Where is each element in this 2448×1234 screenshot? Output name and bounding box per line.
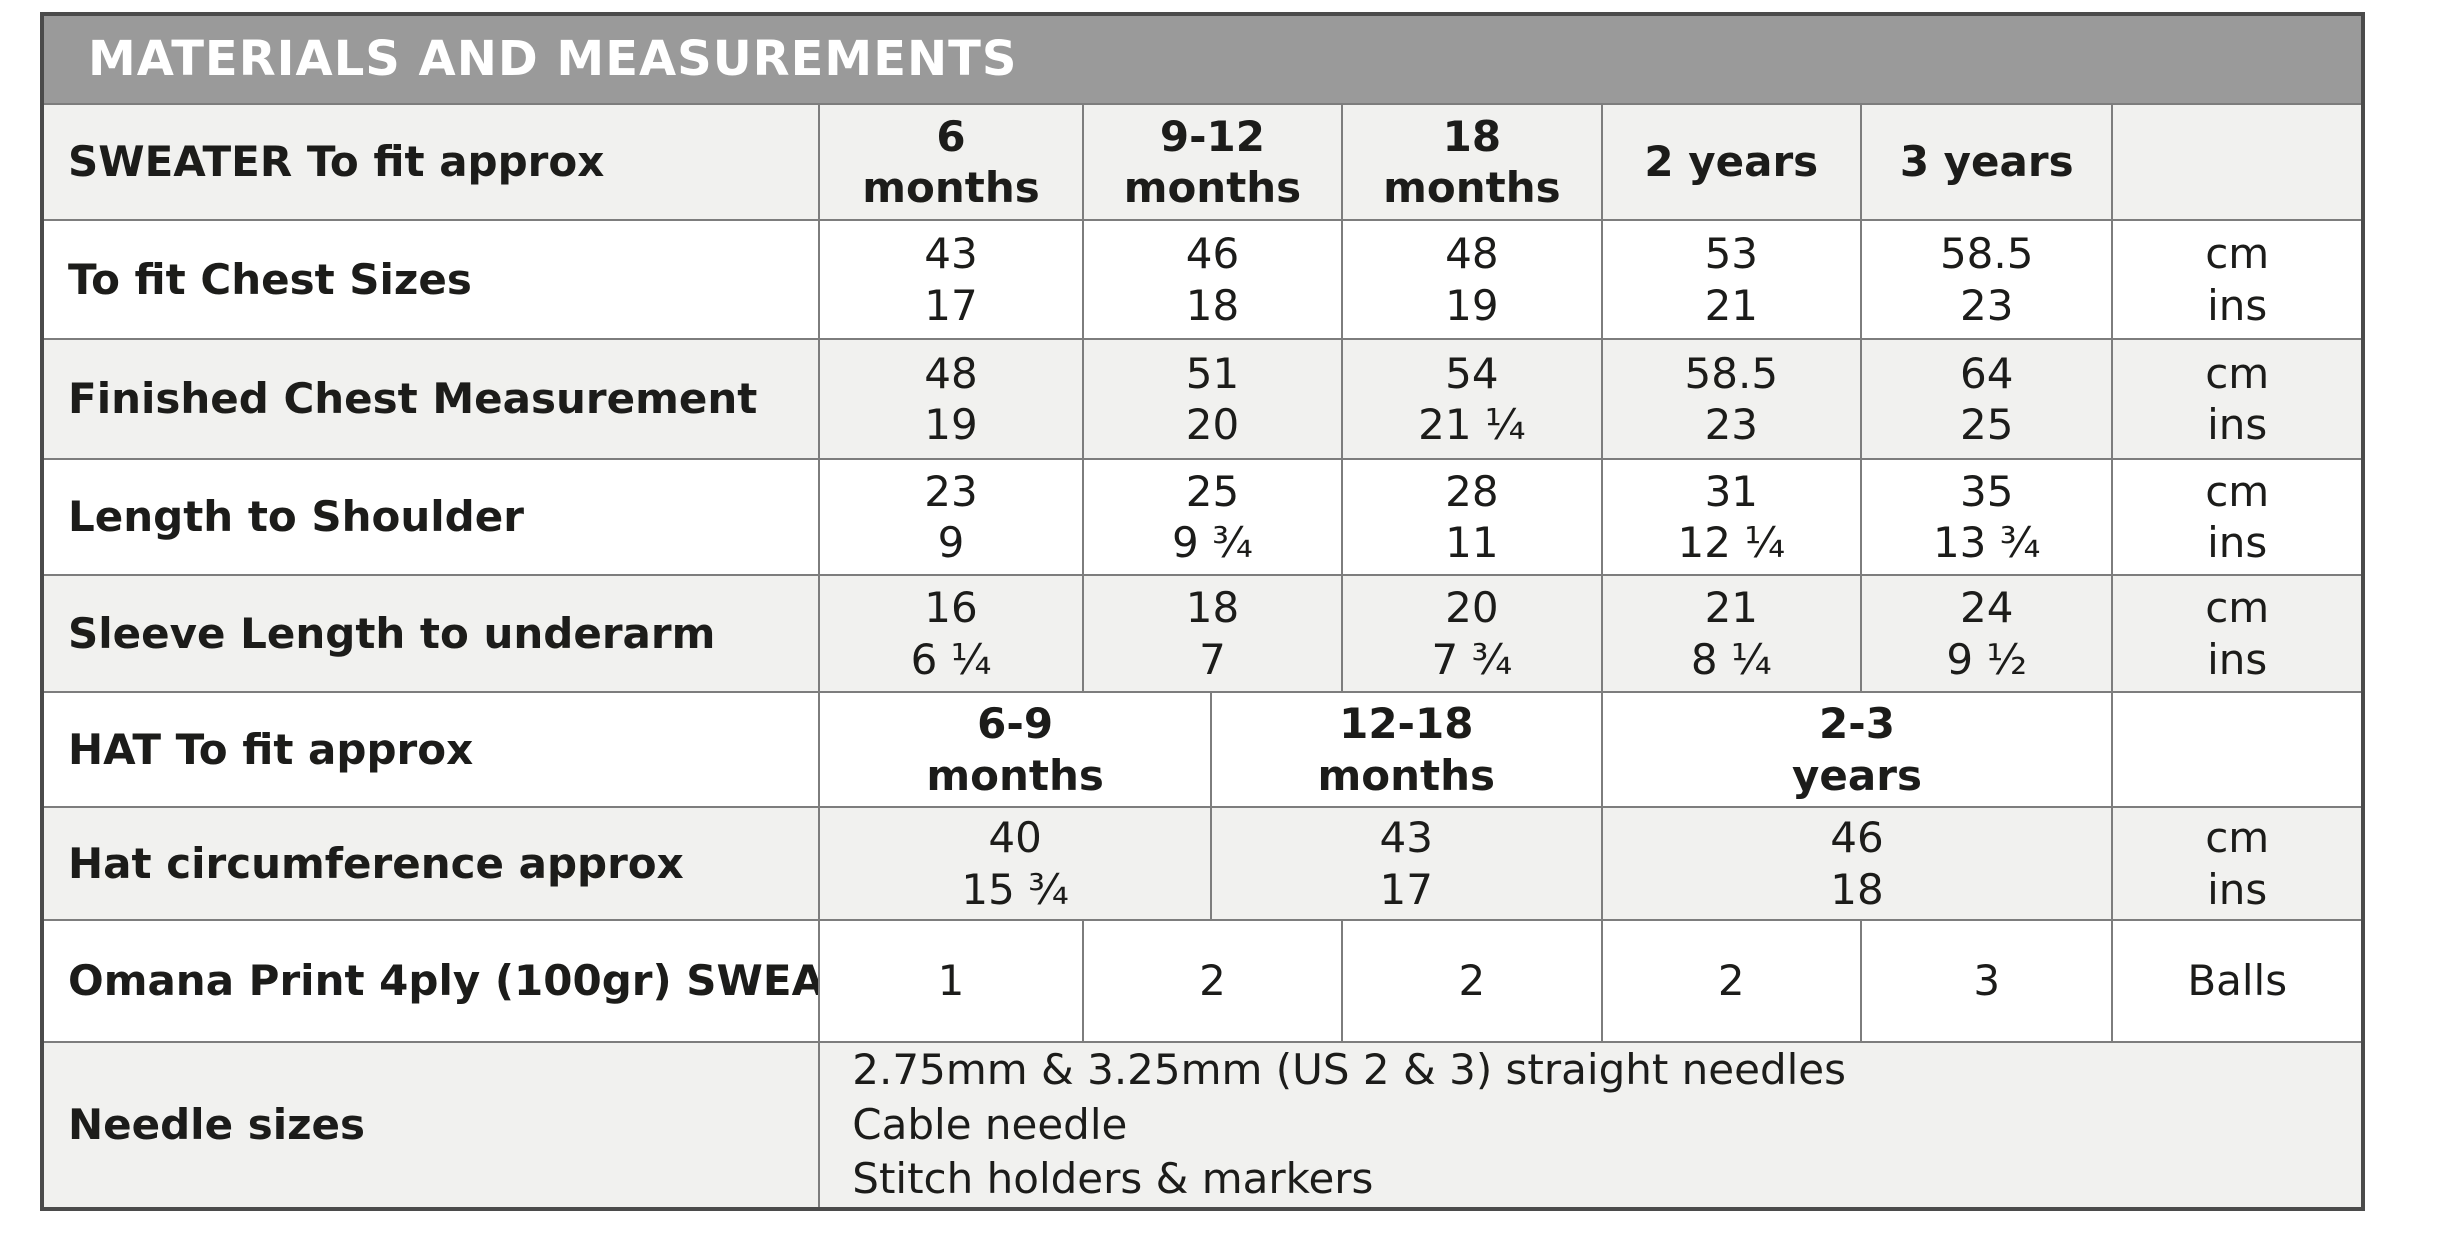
table-row-sleeve-length: Sleeve Length to underarm 16 6 ¼ 18 7 20… <box>40 574 2364 693</box>
value-cell: 64 25 <box>1859 338 2114 460</box>
hat-size-header-2-3-years: 2-3 years <box>1600 691 2114 808</box>
value-cell: 16 6 ¼ <box>818 574 1084 693</box>
value-cell: 46 18 <box>1081 219 1344 340</box>
row-label: Hat circumference approx <box>40 806 821 921</box>
balls-cell: 3 <box>1859 919 2114 1043</box>
size-header-2-years: 2 years <box>1600 103 1863 221</box>
sweater-header-row: SWEATER To fit approx 6 months 9-12 mont… <box>40 103 2364 221</box>
table-row-chest-sizes: To fit Chest Sizes 43 17 46 18 48 19 53 … <box>40 219 2364 340</box>
size-header-6-months: 6 months <box>818 103 1084 221</box>
value-cell: 24 9 ½ <box>1859 574 2114 693</box>
balls-cell: 2 <box>1341 919 1603 1043</box>
value-cell: 48 19 <box>818 338 1084 460</box>
balls-cell: 2 <box>1600 919 1863 1043</box>
unit-cell: cm ins <box>2111 219 2364 340</box>
value-cell: 28 11 <box>1341 458 1603 576</box>
row-label: Sleeve Length to underarm <box>40 574 821 693</box>
table-row-yarn-balls: Omana Print 4ply (100gr) SWEATER & HAT 1… <box>40 919 2364 1043</box>
unit-cell: cm ins <box>2111 338 2364 460</box>
materials-measurements-table: MATERIALS AND MEASUREMENTS SWEATER To fi… <box>40 12 2365 1211</box>
balls-cell: 2 <box>1081 919 1344 1043</box>
unit-cell: cm ins <box>2111 458 2364 576</box>
needles-details: 2.75mm & 3.25mm (US 2 & 3) straight need… <box>818 1041 2364 1210</box>
hat-size-header-12-18-months: 12-18 months <box>1209 691 1603 808</box>
balls-cell: 1 <box>818 919 1084 1043</box>
value-cell: 54 21 ¼ <box>1341 338 1603 460</box>
unit-cell-empty <box>2111 103 2364 221</box>
hat-header-label: HAT To fit approx <box>40 691 821 808</box>
value-cell: 51 20 <box>1081 338 1344 460</box>
table-row-finished-chest: Finished Chest Measurement 48 19 51 20 5… <box>40 338 2364 460</box>
value-cell: 40 15 ¾ <box>818 806 1212 921</box>
row-label: To fit Chest Sizes <box>40 219 821 340</box>
size-header-9-12-months: 9-12 months <box>1081 103 1344 221</box>
row-label: Length to Shoulder <box>40 458 821 576</box>
size-header-18-months: 18 months <box>1341 103 1603 221</box>
hat-size-header-6-9-months: 6-9 months <box>818 691 1212 808</box>
value-cell: 43 17 <box>1209 806 1603 921</box>
value-cell: 21 8 ¼ <box>1600 574 1863 693</box>
unit-cell: cm ins <box>2111 574 2364 693</box>
hat-header-row: HAT To fit approx 6-9 months 12-18 month… <box>40 691 2364 808</box>
value-cell: 31 12 ¼ <box>1600 458 1863 576</box>
value-cell: 25 9 ¾ <box>1081 458 1344 576</box>
value-cell: 58.5 23 <box>1600 338 1863 460</box>
sweater-header-label: SWEATER To fit approx <box>40 103 821 221</box>
value-cell: 43 17 <box>818 219 1084 340</box>
value-cell: 35 13 ¾ <box>1859 458 2114 576</box>
value-cell: 23 9 <box>818 458 1084 576</box>
unit-cell-empty <box>2111 691 2364 808</box>
table-row-length-shoulder: Length to Shoulder 23 9 25 9 ¾ 28 11 31 … <box>40 458 2364 576</box>
table-row-needle-sizes: Needle sizes 2.75mm & 3.25mm (US 2 & 3) … <box>40 1041 2364 1210</box>
value-cell: 46 18 <box>1600 806 2114 921</box>
value-cell: 58.5 23 <box>1859 219 2114 340</box>
balls-unit-cell: Balls <box>2111 919 2364 1043</box>
value-cell: 18 7 <box>1081 574 1344 693</box>
row-label: Finished Chest Measurement <box>40 338 821 460</box>
unit-cell: cm ins <box>2111 806 2364 921</box>
value-cell: 48 19 <box>1341 219 1603 340</box>
title-band-row: MATERIALS AND MEASUREMENTS <box>41 13 2364 105</box>
table-title: MATERIALS AND MEASUREMENTS <box>41 13 2364 105</box>
value-cell: 20 7 ¾ <box>1341 574 1603 693</box>
value-cell: 53 21 <box>1600 219 1863 340</box>
table-row-hat-circumference: Hat circumference approx 40 15 ¾ 43 17 4… <box>40 806 2364 921</box>
yarn-label: Omana Print 4ply (100gr) SWEATER & HAT <box>40 919 821 1043</box>
needles-label: Needle sizes <box>40 1041 821 1210</box>
size-header-3-years: 3 years <box>1859 103 2114 221</box>
